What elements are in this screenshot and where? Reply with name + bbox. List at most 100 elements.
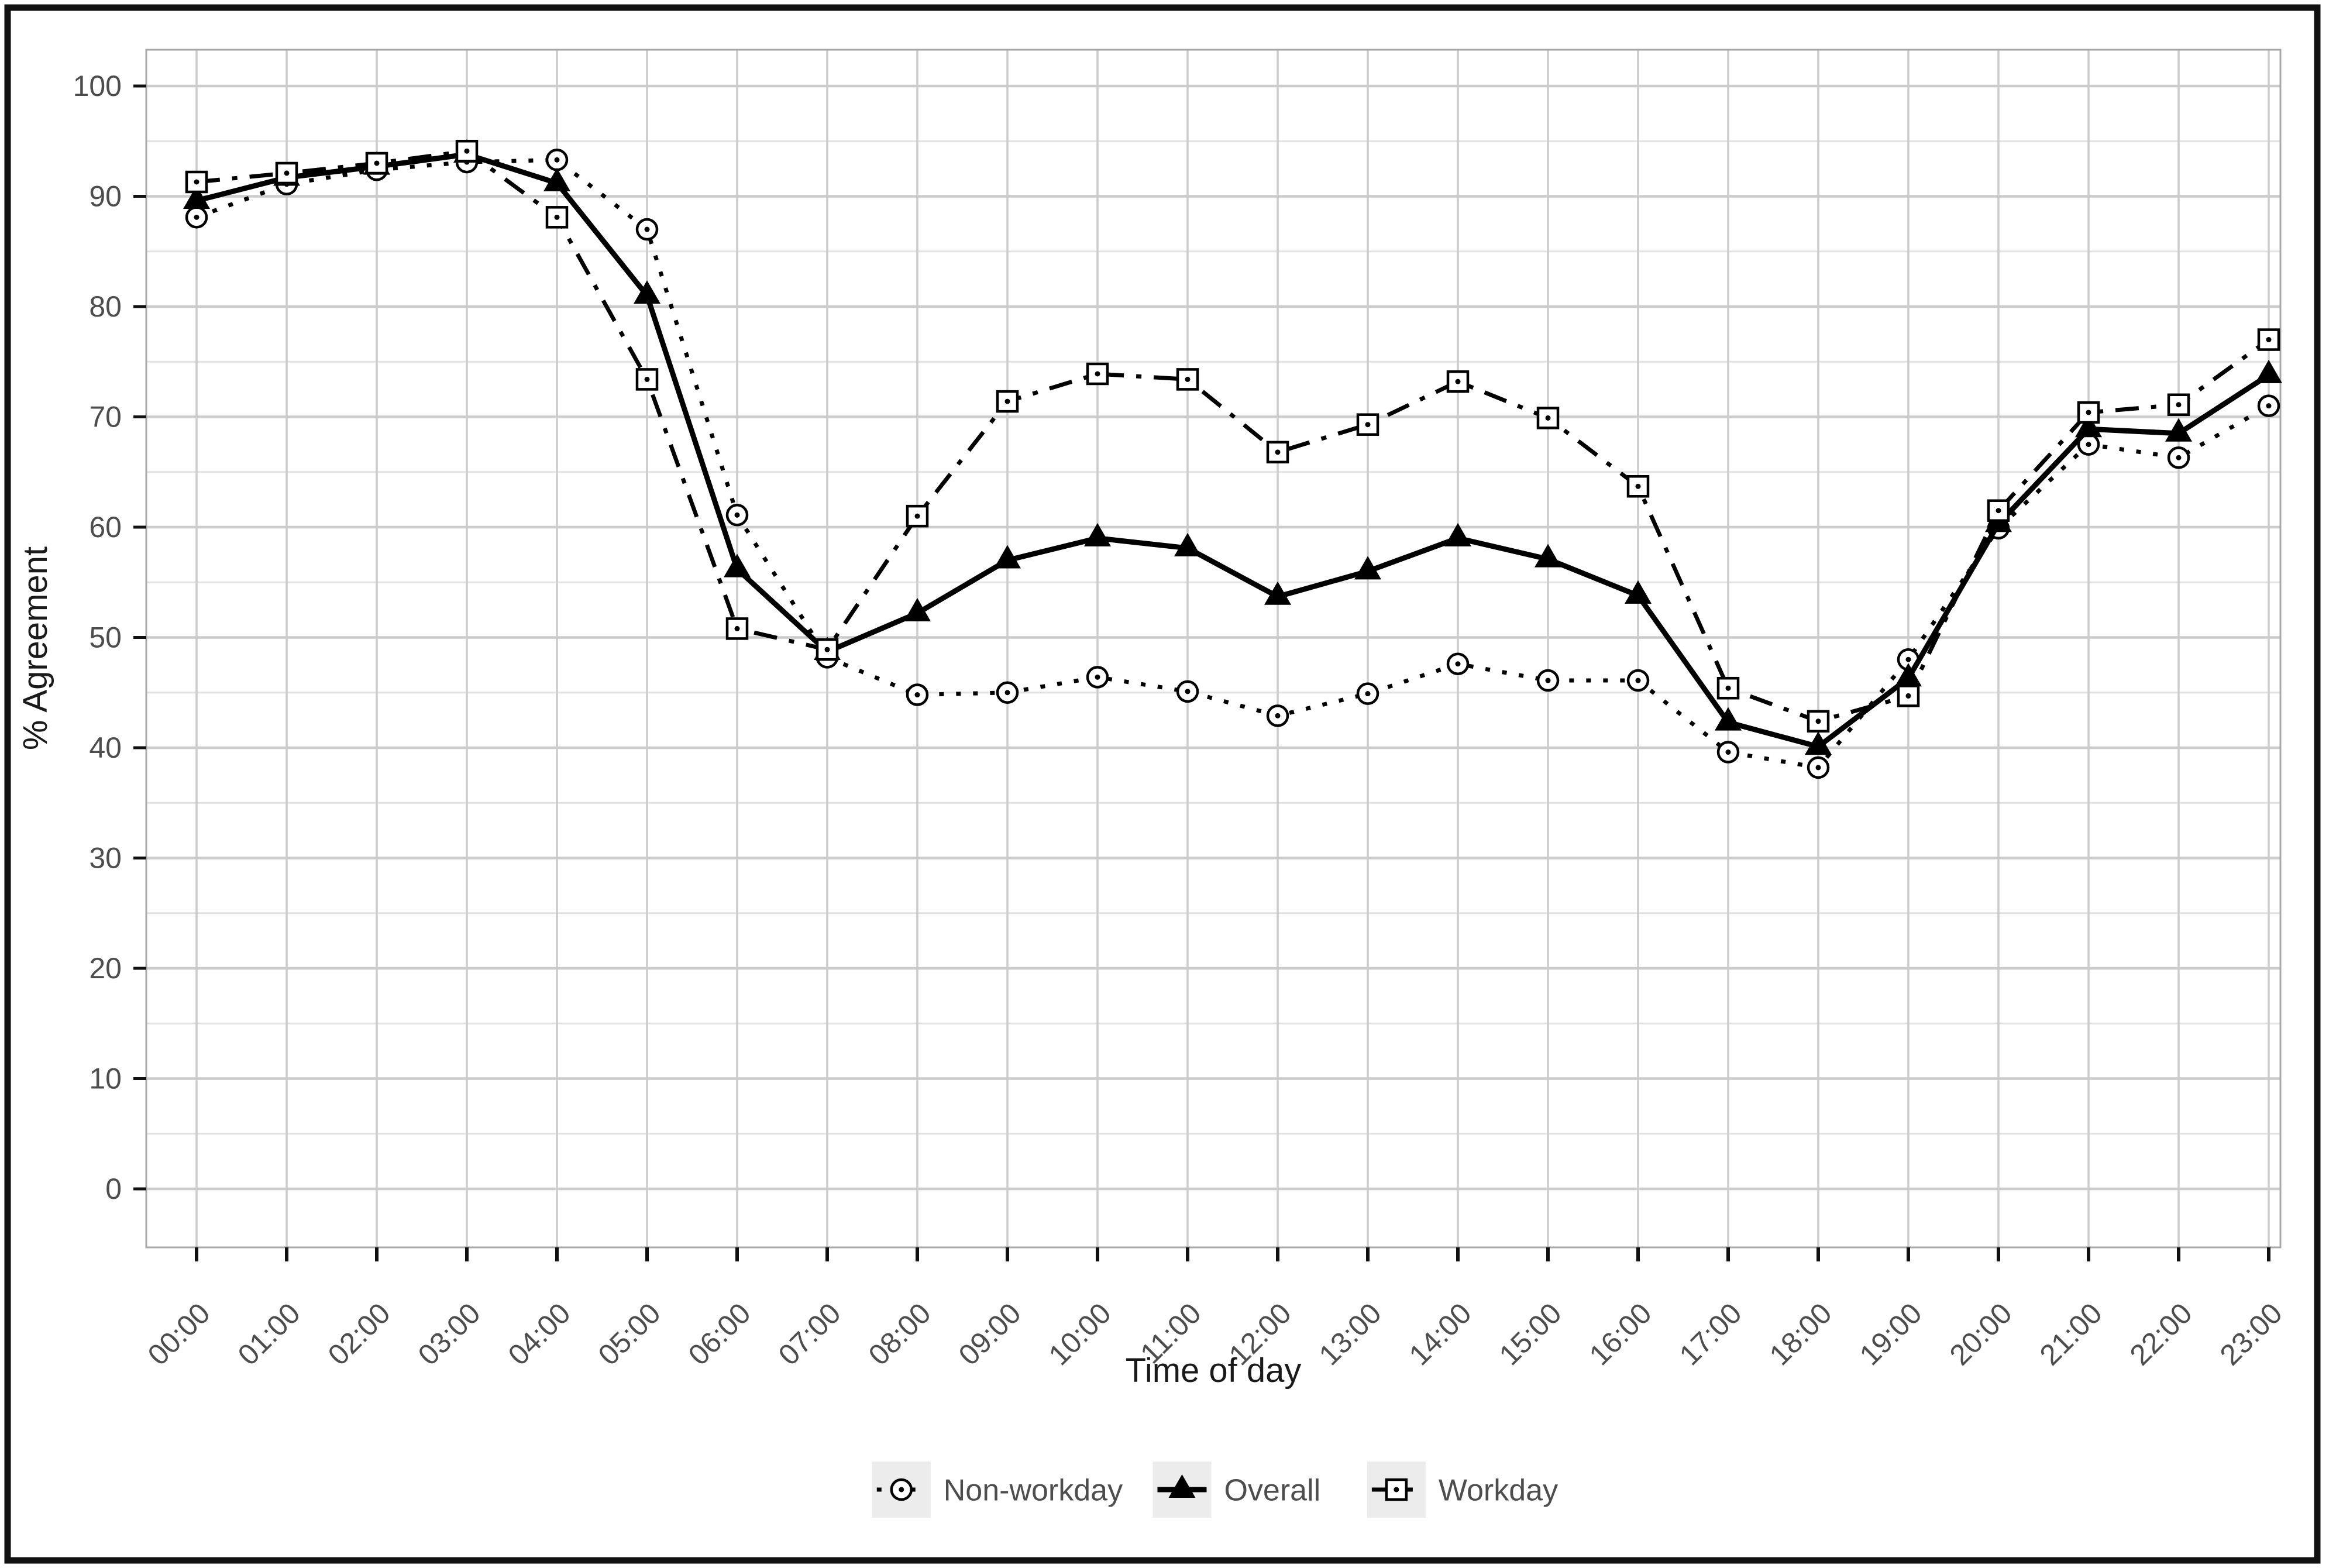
marker-circle-dot — [2176, 455, 2182, 460]
y-tick-label-50: 50 — [89, 621, 122, 654]
legend-label: Non-workday — [944, 1474, 1123, 1508]
marker-triangle — [724, 553, 751, 577]
marker-circle-dot — [1815, 765, 1821, 771]
plot-panel-border — [145, 49, 2282, 1249]
marker-square-dot — [824, 647, 830, 652]
marker-triangle — [994, 545, 1021, 569]
marker-triangle — [1805, 731, 1832, 755]
marker-square-dot — [1365, 422, 1371, 428]
marker-triangle — [904, 598, 931, 622]
marker-circle-dot — [1275, 713, 1281, 718]
marker-square-dot — [1185, 376, 1191, 382]
marker-square-dot — [1455, 379, 1461, 384]
marker-square-dot — [1996, 508, 2001, 514]
y-tick-label-40: 40 — [89, 731, 122, 764]
y-tick-label-30: 30 — [89, 842, 122, 875]
marker-square-dot — [464, 148, 470, 154]
y-tick-label-60: 60 — [89, 511, 122, 544]
marker-square — [1626, 475, 1650, 498]
y-axis-title: % Agreement — [16, 546, 54, 750]
y-tick-label-10: 10 — [89, 1062, 122, 1095]
marker-square-dot — [734, 625, 740, 631]
marker-circle-dot — [554, 157, 560, 163]
marker-triangle — [1354, 556, 1381, 580]
marker-square-dot — [1815, 718, 1821, 724]
marker-square-dot — [1725, 685, 1731, 691]
series-workday — [185, 139, 2280, 733]
y-tick-label-100: 100 — [73, 70, 122, 102]
marker-circle-dot — [1095, 674, 1100, 680]
marker-square-dot — [1004, 398, 1010, 404]
marker-circle-dot — [734, 512, 740, 518]
marker-circle-dot — [2266, 403, 2272, 409]
marker-triangle — [1174, 532, 1201, 556]
marker-circle-dot — [2086, 442, 2091, 448]
marker-square-dot — [284, 170, 290, 176]
marker-circle-dot — [1365, 691, 1371, 697]
marker-triangle — [1264, 581, 1291, 605]
axis-ticks — [133, 84, 2270, 1261]
marker-triangle — [1535, 544, 1561, 568]
y-tick-label-80: 80 — [89, 290, 122, 323]
series-line — [195, 157, 2270, 770]
marker-square-dot — [2266, 337, 2272, 343]
marker-square-dot — [194, 179, 199, 185]
marker-triangle — [1168, 1474, 1196, 1498]
marker-circle-dot — [1905, 656, 1911, 662]
legend-label: Overall — [1224, 1474, 1320, 1508]
marker-square-dot — [1394, 1487, 1399, 1493]
gridlines-major — [146, 50, 2280, 1247]
marker-triangle — [1084, 522, 1111, 546]
marker-square — [906, 504, 929, 528]
marker-circle-dot — [1545, 678, 1551, 683]
marker-square — [2167, 393, 2190, 417]
series-layer — [183, 139, 2282, 779]
figure-outer-border — [4, 4, 2321, 1564]
y-tick-label-20: 20 — [89, 952, 122, 985]
y-tick-label-70: 70 — [89, 401, 122, 434]
marker-square-dot — [2176, 402, 2182, 408]
legend-entry-workday: Workday — [1367, 1462, 1558, 1518]
marker-triangle — [2255, 359, 2282, 383]
marker-circle-dot — [194, 214, 199, 220]
marker-square-dot — [1635, 483, 1641, 489]
marker-circle-dot — [1004, 690, 1010, 696]
marker-triangle — [2075, 414, 2102, 438]
y-tick-label-0: 0 — [105, 1172, 122, 1205]
marker-square — [185, 170, 208, 194]
x-axis-title: Time of day — [1126, 1352, 1302, 1390]
marker-square-dot — [374, 160, 380, 166]
marker-triangle — [1625, 580, 1652, 604]
gridlines-minor — [146, 140, 2280, 1135]
legend-label: Workday — [1439, 1474, 1558, 1508]
marker-square — [1716, 676, 1740, 700]
marker-square-dot — [2086, 410, 2091, 415]
marker-square-dot — [1545, 415, 1551, 421]
marker-circle-dot — [899, 1487, 904, 1493]
marker-triangle — [1715, 707, 1742, 731]
marker-circle-dot — [1185, 689, 1191, 694]
marker-square-dot — [554, 214, 560, 220]
legend: Non-workday Overall Workday — [872, 1462, 1558, 1518]
marker-triangle — [1444, 522, 1471, 546]
marker-square-dot — [914, 513, 920, 519]
marker-circle-dot — [1455, 661, 1461, 667]
marker-triangle — [2165, 418, 2192, 442]
marker-square-dot — [644, 376, 650, 382]
marker-circle-dot — [1635, 678, 1641, 683]
legend-entry-non-workday: Non-workday — [872, 1462, 1123, 1518]
marker-triangle — [543, 167, 570, 191]
marker-triangle — [634, 280, 660, 304]
y-tick-label-90: 90 — [89, 180, 122, 213]
marker-circle-dot — [1725, 749, 1731, 755]
marker-square-dot — [1275, 449, 1281, 455]
marker-square-dot — [1905, 693, 1911, 699]
marker-circle-dot — [914, 692, 920, 698]
series-line — [195, 152, 2270, 750]
marker-circle-dot — [644, 226, 650, 232]
marker-square — [2077, 401, 2100, 424]
marker-triangle — [183, 185, 210, 209]
series-line — [196, 149, 2270, 724]
